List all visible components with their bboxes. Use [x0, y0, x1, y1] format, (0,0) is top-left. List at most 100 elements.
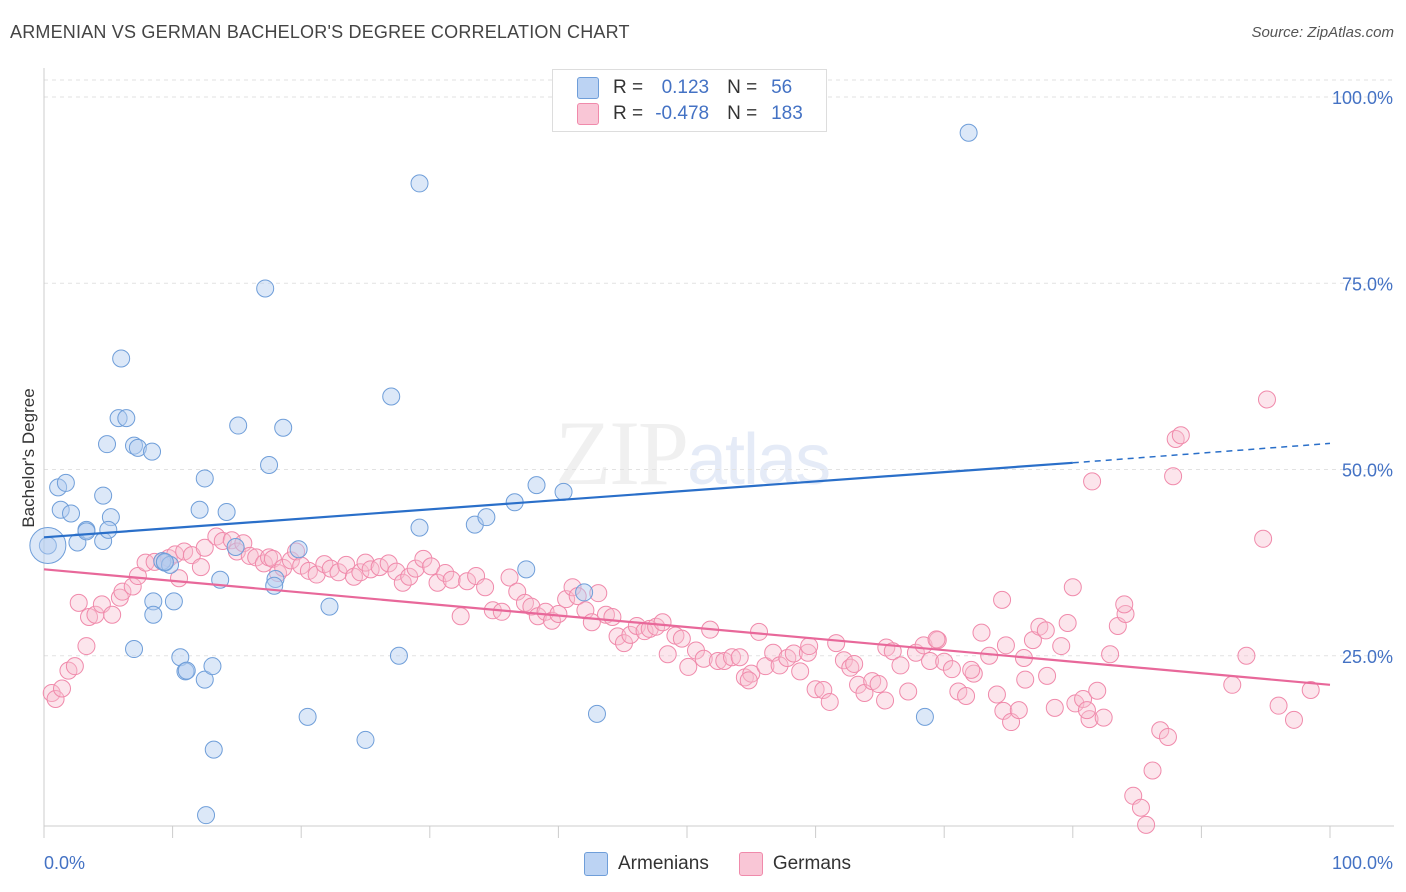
watermark-atlas: atlas: [687, 420, 831, 500]
point-armenians: [260, 456, 279, 475]
point-germans: [1088, 681, 1107, 700]
point-germans: [987, 685, 1006, 704]
legend-n-value: 183: [771, 103, 803, 124]
point-germans: [254, 554, 273, 573]
point-germans: [1284, 710, 1303, 729]
point-germans: [739, 671, 758, 690]
point-armenians: [204, 740, 223, 759]
point-armenians: [195, 670, 214, 689]
y-tick-label: 50.0%: [1342, 461, 1393, 481]
point-germans: [1101, 645, 1120, 664]
point-armenians: [274, 418, 293, 437]
point-armenians: [959, 123, 978, 142]
watermark: ZIPatlas: [555, 400, 831, 506]
point-germans: [1131, 798, 1150, 817]
point-germans: [1083, 472, 1102, 491]
y-tick-label: 100.0%: [1332, 88, 1393, 108]
point-germans: [927, 630, 946, 649]
chart-title: ARMENIAN VS GERMAN BACHELOR'S DEGREE COR…: [10, 22, 630, 42]
y-axis-label: Bachelor's Degree: [19, 388, 38, 527]
point-germans: [869, 675, 888, 694]
legend-r-value: -0.478: [655, 103, 710, 124]
point-germans: [370, 558, 389, 577]
point-germans: [1094, 708, 1113, 727]
legend-n-label: N =: [727, 103, 758, 124]
legend-r-label: R =: [613, 103, 644, 124]
point-armenians: [177, 661, 196, 680]
legend-swatch-germans: [738, 852, 763, 876]
point-germans: [458, 572, 477, 591]
point-armenians: [266, 570, 285, 589]
point-germans: [993, 590, 1012, 609]
point-armenians: [51, 500, 70, 519]
legend-swatch-armenians: [584, 852, 608, 876]
y-tick-label: 75.0%: [1342, 274, 1393, 294]
point-germans: [1171, 426, 1190, 445]
point-germans: [621, 625, 640, 644]
point-germans: [1301, 681, 1320, 700]
point-germans: [563, 578, 582, 597]
point-germans: [191, 558, 210, 577]
point-armenians: [410, 174, 429, 193]
point-germans: [542, 611, 561, 630]
point-germans: [883, 642, 902, 661]
point-armenians: [98, 435, 117, 454]
point-armenians: [143, 442, 162, 461]
point-germans: [708, 651, 727, 670]
point-germans: [730, 648, 749, 667]
point-germans: [962, 660, 981, 679]
point-germans: [1151, 721, 1170, 740]
point-armenians: [128, 438, 147, 457]
point-germans: [1116, 605, 1135, 624]
point-armenians: [56, 473, 75, 492]
trendline-germans: [43, 568, 1331, 686]
point-germans: [800, 637, 819, 656]
point-germans: [942, 660, 961, 679]
point-armenians: [112, 349, 131, 368]
point-germans: [589, 584, 608, 603]
point-germans: [557, 590, 576, 609]
point-armenians: [99, 520, 118, 539]
point-armenians: [217, 502, 236, 521]
point-germans: [1045, 698, 1064, 717]
point-germans: [1254, 529, 1273, 548]
point-germans: [428, 573, 447, 592]
point-germans: [876, 691, 895, 710]
point-germans: [436, 564, 455, 583]
point-germans: [263, 549, 282, 568]
legend-label-armenians: Armenians: [618, 853, 709, 874]
point-armenians: [389, 646, 408, 665]
point-germans: [694, 649, 713, 668]
series-legend: Armenians Germans: [584, 852, 881, 876]
legend-item-germans[interactable]: Germans: [738, 852, 851, 876]
point-armenians: [94, 486, 113, 505]
point-germans: [1143, 761, 1162, 780]
point-germans: [679, 657, 698, 676]
point-germans: [522, 597, 541, 616]
legend-item-armenians[interactable]: Armenians: [584, 852, 709, 876]
y-tick-label: 25.0%: [1342, 647, 1393, 667]
point-germans: [195, 538, 214, 557]
point-germans: [791, 662, 810, 681]
correlation-legend: R = 0.123 N = 56 R = -0.478 N = 183: [552, 69, 827, 132]
point-armenians: [226, 537, 245, 556]
point-germans: [1115, 595, 1134, 614]
point-armenians: [62, 504, 81, 523]
point-germans: [827, 634, 846, 653]
point-armenians: [144, 605, 163, 624]
point-armenians: [155, 552, 174, 571]
legend-row-germans: R = -0.478 N = 183: [577, 102, 803, 126]
point-germans: [476, 578, 495, 597]
point-germans: [1058, 613, 1077, 632]
point-germans: [1052, 637, 1071, 656]
point-germans: [723, 648, 742, 667]
point-germans: [77, 637, 96, 656]
trendline-armenians-projection: [1072, 442, 1331, 464]
point-germans: [806, 680, 825, 699]
point-germans: [113, 582, 132, 601]
point-germans: [820, 692, 839, 711]
point-germans: [957, 686, 976, 705]
point-armenians: [265, 576, 284, 595]
point-armenians: [77, 522, 96, 541]
